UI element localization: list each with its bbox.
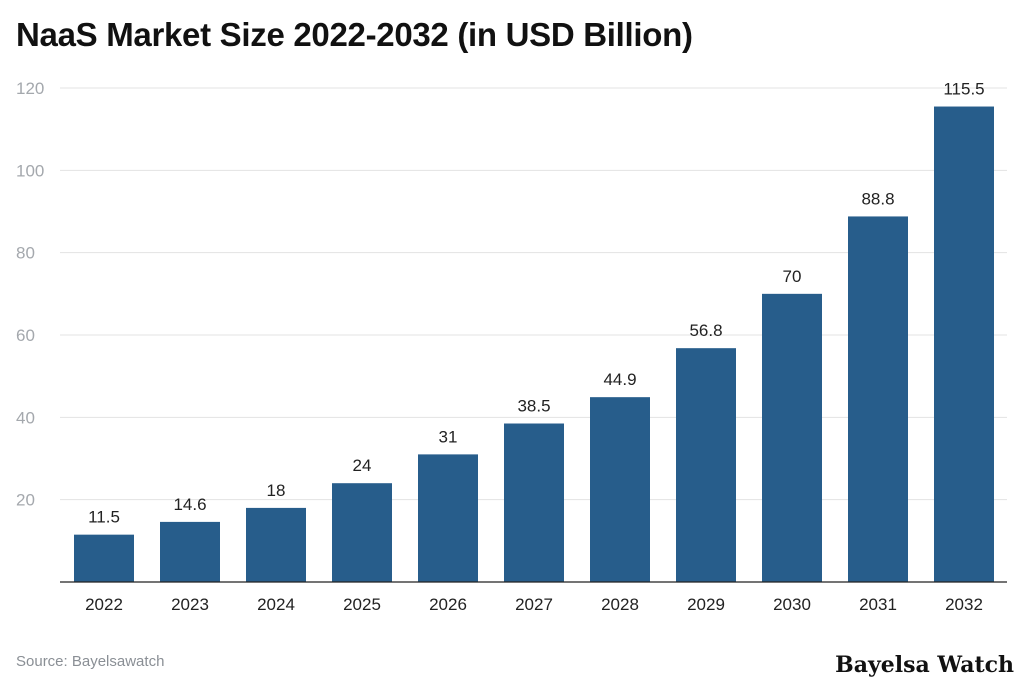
source-note: Source: Bayelsawatch [16, 653, 165, 670]
bar-2027 [504, 423, 564, 582]
y-tick-label: 60 [16, 326, 35, 345]
data-label: 88.8 [861, 189, 894, 208]
x-tick-label: 2029 [687, 595, 725, 614]
y-tick-label: 40 [16, 408, 35, 427]
x-tick-label: 2028 [601, 595, 639, 614]
brand-logo: Bayelsa Watch [835, 652, 1014, 678]
y-tick-label: 80 [16, 244, 35, 263]
bar-2032 [934, 106, 994, 583]
bar-2030 [762, 293, 822, 582]
x-tick-label: 2027 [515, 595, 553, 614]
data-label: 70 [783, 267, 802, 286]
chart-title: NaaS Market Size 2022-2032 (in USD Billi… [16, 16, 693, 53]
data-label: 38.5 [517, 397, 550, 416]
x-tick-label: 2023 [171, 595, 209, 614]
bar-2026 [418, 454, 478, 582]
bar-2023 [160, 521, 220, 582]
bar-2022 [74, 534, 134, 582]
y-tick-label: 100 [16, 161, 44, 180]
x-tick-label: 2025 [343, 595, 381, 614]
x-tick-label: 2026 [429, 595, 467, 614]
bar-2028 [590, 397, 650, 582]
x-tick-label: 2022 [85, 595, 123, 614]
bar-2025 [332, 483, 392, 582]
y-tick-label: 120 [16, 79, 44, 98]
data-label: 18 [267, 481, 286, 500]
x-tick-label: 2032 [945, 595, 983, 614]
data-label: 14.6 [173, 495, 206, 514]
data-label: 31 [439, 427, 458, 446]
x-tick-label: 2031 [859, 595, 897, 614]
data-label: 44.9 [603, 370, 636, 389]
bar-2031 [848, 216, 908, 582]
bar-2024 [246, 507, 306, 582]
data-label: 24 [353, 456, 372, 475]
bar-2029 [676, 348, 736, 582]
x-tick-label: 2024 [257, 595, 295, 614]
data-label: 115.5 [943, 80, 984, 99]
y-tick-label: 20 [16, 491, 35, 510]
data-label: 56.8 [689, 321, 722, 340]
x-tick-label: 2030 [773, 595, 811, 614]
data-label: 11.5 [88, 508, 120, 527]
